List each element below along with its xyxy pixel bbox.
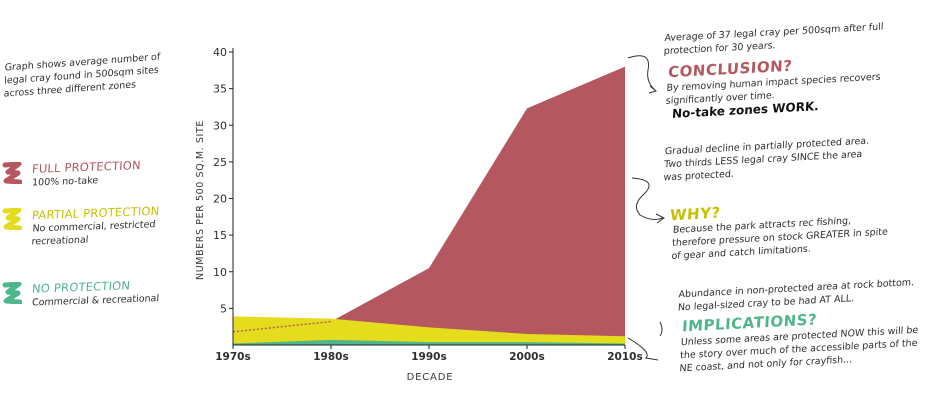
x-tick-label: 2000s: [509, 351, 544, 363]
x-tick-label: 2010s: [607, 351, 642, 363]
y-tick-label: 35: [213, 83, 227, 96]
y-tick-label: 25: [213, 156, 227, 169]
full-protection-swatch-icon: [2, 162, 22, 184]
x-axis-label: DECADE: [407, 372, 454, 383]
y-tick-label: 15: [213, 229, 227, 242]
x-tick-label: 1990s: [411, 351, 446, 363]
area-full-protection: [331, 66, 625, 346]
x-tick-label: 1970s: [215, 351, 250, 363]
y-axis-label: NUMBERS PER 500 SQ.M. SITE: [195, 120, 206, 280]
annotation-brackets: [627, 55, 665, 361]
area-partial-protection: [233, 316, 625, 345]
no-protection-swatch-icon: [2, 282, 22, 304]
x-tick-label: 1980s: [313, 351, 348, 363]
area-no-protection: [233, 339, 625, 345]
y-tick-label: 5: [220, 302, 227, 315]
y-tick-label: 10: [213, 266, 227, 279]
y-tick-label: 20: [213, 193, 227, 206]
y-tick-label: 30: [213, 119, 227, 132]
full-protection-dotted-line: [232, 320, 332, 333]
y-tick-label: 40: [213, 46, 227, 59]
partial-protection-swatch-icon: [2, 208, 22, 230]
